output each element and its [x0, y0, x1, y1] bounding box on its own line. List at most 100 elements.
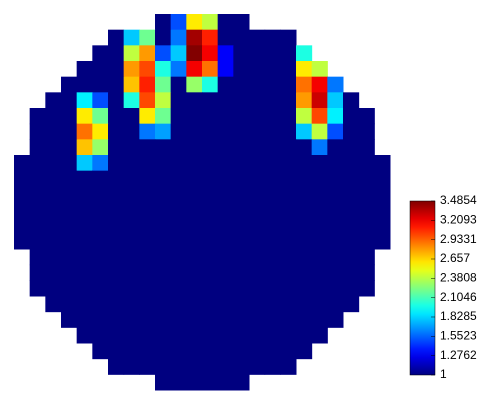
cell — [280, 264, 297, 281]
cell — [92, 92, 109, 109]
cell — [45, 170, 62, 187]
cell — [296, 108, 313, 125]
cell — [280, 249, 297, 266]
cell — [139, 108, 156, 125]
cell — [217, 76, 234, 93]
cell — [358, 280, 375, 297]
cell — [202, 108, 219, 125]
cell — [155, 29, 172, 46]
cell — [45, 186, 62, 203]
cell — [155, 343, 172, 360]
cell — [249, 358, 266, 375]
cell — [280, 61, 297, 78]
cell — [217, 233, 234, 250]
cell — [61, 280, 78, 297]
cell — [217, 186, 234, 203]
cell — [296, 76, 313, 93]
cell — [155, 92, 172, 109]
cell — [139, 29, 156, 46]
cell — [343, 170, 360, 187]
cell — [92, 170, 109, 187]
cell — [139, 327, 156, 344]
cell — [155, 170, 172, 187]
cell — [217, 217, 234, 234]
cell — [139, 296, 156, 313]
cell — [264, 343, 281, 360]
cell — [29, 186, 46, 203]
cell — [358, 155, 375, 172]
cell — [170, 280, 187, 297]
cell — [358, 123, 375, 140]
cell — [45, 202, 62, 219]
cell — [311, 217, 328, 234]
cell — [296, 311, 313, 328]
cell — [233, 170, 250, 187]
cell — [343, 249, 360, 266]
cell — [123, 311, 140, 328]
cell — [264, 186, 281, 203]
cell — [358, 108, 375, 125]
cell — [92, 61, 109, 78]
cell — [14, 155, 31, 172]
cell — [61, 108, 78, 125]
cell — [233, 249, 250, 266]
cell — [186, 202, 203, 219]
cell — [217, 327, 234, 344]
cell — [249, 108, 266, 125]
cell — [217, 139, 234, 156]
cell — [123, 108, 140, 125]
cell — [202, 45, 219, 62]
cell — [296, 61, 313, 78]
cell — [249, 233, 266, 250]
cell — [170, 29, 187, 46]
cell — [311, 233, 328, 250]
cell — [186, 170, 203, 187]
cell — [233, 14, 250, 31]
cell — [186, 108, 203, 125]
cell — [202, 155, 219, 172]
cell — [155, 249, 172, 266]
cell — [343, 155, 360, 172]
cell — [233, 296, 250, 313]
cell — [170, 108, 187, 125]
cell — [155, 186, 172, 203]
cell — [280, 155, 297, 172]
cell — [264, 155, 281, 172]
cell — [186, 29, 203, 46]
cell — [29, 249, 46, 266]
cell — [217, 280, 234, 297]
cell — [14, 217, 31, 234]
cell — [296, 233, 313, 250]
cell — [264, 92, 281, 109]
cell — [358, 170, 375, 187]
cell — [296, 45, 313, 62]
cell — [92, 280, 109, 297]
cell — [249, 343, 266, 360]
cell — [249, 249, 266, 266]
cell — [343, 233, 360, 250]
cell — [45, 233, 62, 250]
cell — [217, 311, 234, 328]
cell — [374, 155, 391, 172]
cell — [123, 264, 140, 281]
cell — [296, 139, 313, 156]
cell — [233, 92, 250, 109]
cell — [170, 358, 187, 375]
cell — [139, 139, 156, 156]
cell — [155, 139, 172, 156]
cell — [186, 61, 203, 78]
cell — [155, 123, 172, 140]
cell — [217, 45, 234, 62]
cell — [202, 249, 219, 266]
cell — [202, 296, 219, 313]
cell — [92, 155, 109, 172]
cell — [343, 296, 360, 313]
cell — [155, 61, 172, 78]
cell — [108, 45, 125, 62]
cell — [108, 264, 125, 281]
cell — [186, 139, 203, 156]
cell — [311, 61, 328, 78]
cell — [264, 296, 281, 313]
cell — [264, 61, 281, 78]
cell — [76, 233, 93, 250]
